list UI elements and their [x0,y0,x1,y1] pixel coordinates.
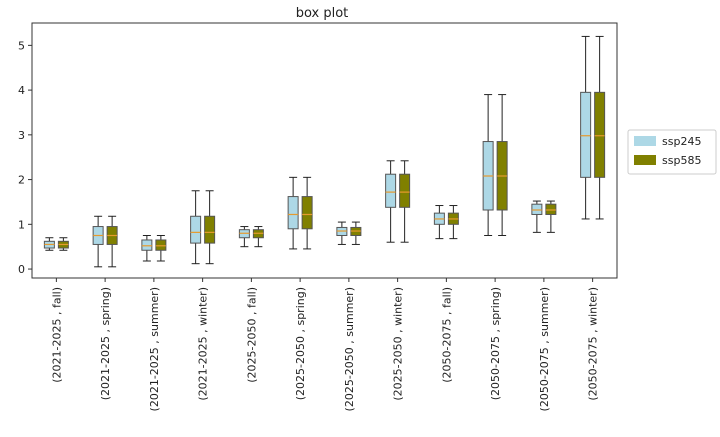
legend-swatch-ssp585 [634,155,656,165]
box-iqr [141,239,153,251]
box-ssp585 [496,94,508,236]
box-ssp245 [433,205,445,240]
box-ssp245 [43,237,55,251]
box-ssp245 [190,190,202,265]
x-tick-label: (2021-2025 , winter) [197,287,210,401]
box-ssp585 [252,226,264,248]
box-iqr [594,91,606,178]
x-tick-label: (2025-2050 , winter) [392,287,405,401]
x-tick-label: (2025-2050 , spring) [294,287,307,400]
box-ssp245 [336,221,348,245]
x-tick-label: (2021-2025 , summer) [148,287,161,411]
x-tick-label: (2050-2075 , winter) [587,287,600,401]
box-iqr [399,173,411,208]
box-iqr [531,203,543,215]
box-ssp585 [204,190,216,265]
box-ssp585 [447,205,459,240]
box-ssp585 [350,221,362,245]
box-ssp245 [287,176,299,250]
box-ssp245 [141,235,153,262]
box-ssp585 [155,235,167,262]
x-tick-label: (2050-2075 , spring) [489,287,502,400]
box-ssp585 [545,200,557,233]
x-tick-label: (2050-2075 , summer) [538,287,551,411]
box-iqr [385,173,397,208]
y-axis: 0 1 2 3 4 5 [18,39,32,276]
legend-label-ssp585: ssp585 [662,154,701,167]
x-tick-label: (2025-2050 , summer) [343,287,356,411]
box-series-group [43,35,606,268]
y-tick-label: 5 [18,39,25,52]
box-iqr [204,215,216,244]
legend-label-ssp245: ssp245 [662,135,701,148]
x-tick-label: (2021-2025 , spring) [99,287,112,400]
x-tick-label: (2021-2025 , fall) [50,287,63,383]
legend: ssp245 ssp585 [627,129,717,175]
box-ssp245 [531,200,543,233]
plot-area [31,22,618,279]
chart-title: box plot [296,6,349,21]
y-tick-label: 2 [18,174,25,187]
box-ssp585 [594,35,606,220]
y-tick-label: 3 [18,129,25,142]
box-iqr [190,215,202,244]
box-ssp585 [57,237,69,251]
x-axis: (2021-2025 , fall) (2021-2025 , spring) (2… [50,278,600,411]
box-ssp245 [482,94,494,236]
box-ssp585 [301,176,313,250]
box-iqr [545,203,557,215]
x-tick-label: (2050-2075 , fall) [440,287,453,383]
box-ssp245 [238,226,250,248]
y-tick-label: 0 [18,263,25,276]
box-ssp245 [580,35,592,220]
y-tick-label: 1 [18,218,25,231]
x-tick-label: (2025-2050 , fall) [245,287,258,383]
legend-swatch-ssp245 [634,136,656,146]
box-iqr [580,91,592,178]
box-iqr [287,196,299,230]
box-ssp585 [106,215,118,268]
y-tick-label: 4 [18,84,25,97]
box-ssp585 [399,160,411,243]
box-ssp245 [385,160,397,243]
box-iqr [301,196,313,230]
box-iqr [155,239,167,251]
box-ssp245 [92,215,104,268]
